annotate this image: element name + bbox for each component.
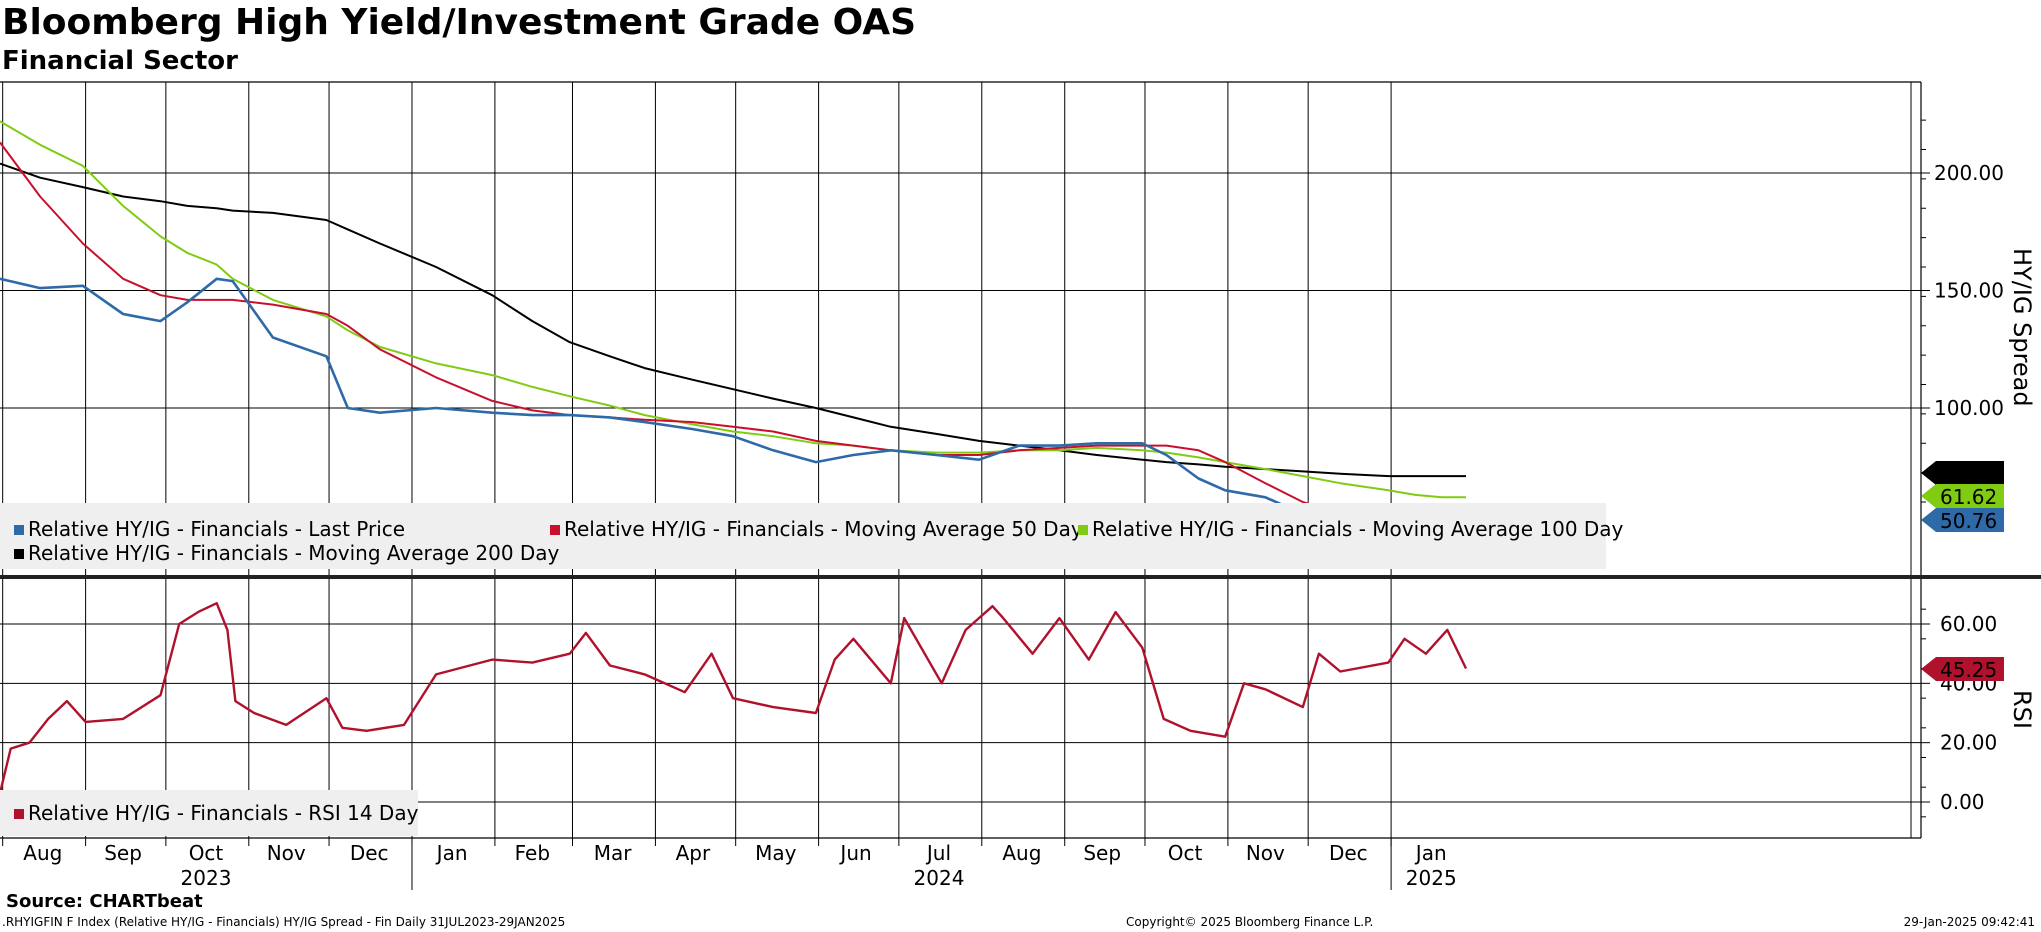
copyright-notice: Copyright© 2025 Bloomberg Finance L.P. bbox=[1126, 915, 1374, 929]
legend-swatch-series-last-price bbox=[14, 525, 24, 535]
rsi-last-value-label: 45.25 bbox=[1921, 657, 2004, 682]
main-y-tick-label: 150.00 bbox=[1934, 279, 2004, 303]
legend-label-series-rsi: Relative HY/IG - Financials - RSI 14 Day bbox=[28, 801, 419, 825]
x-month-label: Apr bbox=[676, 841, 711, 865]
rsi-y-axis-title: RSI bbox=[2008, 690, 2036, 729]
rsi-y-tick-label: 20.00 bbox=[1940, 731, 1997, 755]
x-month-label: Mar bbox=[594, 841, 633, 865]
main-panel: Relative HY/IG - Financials - Last Price… bbox=[0, 81, 2036, 838]
last-value-badge-series-last-price bbox=[1921, 508, 2004, 532]
main-y-tick-label: 200.00 bbox=[1934, 161, 2004, 185]
last-value-badge-series-ma200 bbox=[1921, 461, 2004, 485]
x-month-label: Dec bbox=[350, 841, 389, 865]
last-value-text-series-last-price: 50.76 bbox=[1940, 509, 1997, 533]
timestamp: 29-Jan-2025 09:42:41 bbox=[1903, 915, 2035, 929]
main-y-tick-label: 100.00 bbox=[1934, 396, 2004, 420]
legend-label-series-ma50: Relative HY/IG - Financials - Moving Ave… bbox=[564, 517, 1083, 541]
rsi-y-tick-label: 60.00 bbox=[1940, 612, 1997, 636]
series-ma100-line bbox=[0, 120, 1466, 499]
chart-canvas: Relative HY/IG - Financials - Last Price… bbox=[0, 81, 2041, 890]
ticker-description: .RHYIGFIN F Index (Relative HY/IG - Fina… bbox=[2, 915, 566, 929]
last-value-badge-series-rsi bbox=[1921, 657, 2004, 681]
series-ma200-line bbox=[0, 162, 1466, 478]
rsi-legend: Relative HY/IG - Financials - RSI 14 Day bbox=[0, 790, 419, 836]
x-axis: Aug Sep Oct Nov Dec Jan Feb Mar Apr May Jun Jul Aug S… bbox=[0, 837, 1921, 890]
legend-label-series-ma100: Relative HY/IG - Financials - Moving Ave… bbox=[1092, 517, 1624, 541]
x-year-label: 2023 bbox=[181, 866, 232, 890]
last-value-text-series-rsi: 45.25 bbox=[1940, 658, 1997, 682]
rsi-panel: Relative HY/IG - Financials - RSI 14 Day… bbox=[0, 579, 2036, 838]
legend-swatch-series-ma100 bbox=[1078, 525, 1088, 535]
x-month-label: Jan bbox=[435, 841, 468, 865]
legend-label-series-ma200: Relative HY/IG - Financials - Moving Ave… bbox=[28, 541, 560, 565]
main-legend: Relative HY/IG - Financials - Last Price… bbox=[0, 503, 1624, 569]
x-month-label: Jun bbox=[838, 841, 871, 865]
x-month-label: Nov bbox=[1246, 841, 1285, 865]
rsi-legend-background bbox=[0, 790, 418, 836]
x-month-label: Nov bbox=[267, 841, 306, 865]
chart-subtitle: Financial Sector bbox=[2, 46, 238, 76]
last-value-text-series-ma100: 61.62 bbox=[1940, 485, 1997, 509]
last-value-text-series-ma200: 70.96 bbox=[1940, 462, 1997, 486]
chart-title: Bloomberg High Yield/Investment Grade OA… bbox=[2, 2, 917, 43]
panel-separator bbox=[0, 575, 2041, 579]
x-month-label: Jan bbox=[1414, 841, 1447, 865]
source-label: Source: CHARTbeat bbox=[6, 891, 203, 912]
last-value-badge-series-ma100 bbox=[1921, 484, 2004, 508]
series-rsi-line bbox=[0, 602, 1468, 794]
main-y-axis: 100.00 150.00 200.00 HY/IG Spread bbox=[1921, 119, 2036, 503]
rsi-gridlines bbox=[0, 579, 1921, 838]
x-month-label: Dec bbox=[1329, 841, 1368, 865]
x-month-label: Oct bbox=[1168, 841, 1203, 865]
x-month-label: Sep bbox=[104, 841, 142, 865]
x-month-label: Aug bbox=[23, 841, 62, 865]
x-month-label: Oct bbox=[189, 841, 224, 865]
x-month-label: Sep bbox=[1083, 841, 1121, 865]
legend-swatch-series-ma200 bbox=[14, 549, 24, 559]
x-month-label: Feb bbox=[515, 841, 550, 865]
main-gridlines bbox=[0, 81, 1922, 838]
x-month-label: Jul bbox=[925, 841, 951, 865]
legend-swatch-series-rsi bbox=[14, 809, 24, 819]
legend-label-series-last-price: Relative HY/IG - Financials - Last Price bbox=[28, 517, 405, 541]
x-month-label: May bbox=[755, 841, 797, 865]
rsi-y-tick-label: 0.00 bbox=[1940, 790, 1985, 814]
main-legend-background bbox=[0, 503, 1606, 569]
x-year-label: 2025 bbox=[1406, 866, 1457, 890]
main-y-axis-title: HY/IG Spread bbox=[2008, 248, 2036, 407]
series-last-price-line bbox=[0, 277, 1466, 525]
x-year-label: 2024 bbox=[914, 866, 965, 890]
series-ma50-line bbox=[0, 141, 1467, 525]
x-month-label: Aug bbox=[1002, 841, 1041, 865]
rsi-series-line bbox=[0, 602, 1468, 794]
main-series-lines bbox=[0, 120, 1467, 525]
legend-swatch-series-ma50 bbox=[550, 525, 560, 535]
